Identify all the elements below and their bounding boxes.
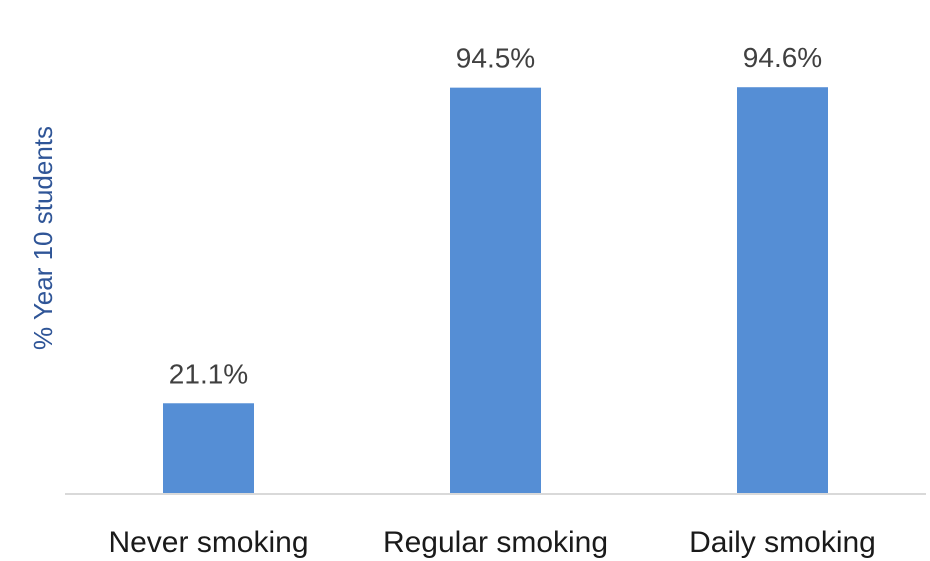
bar-never-smoking [163, 403, 254, 494]
category-label-regular-smoking: Regular smoking [383, 526, 608, 559]
category-labels: Never smoking Regular smoking Daily smokin… [108, 526, 875, 559]
bar-daily-smoking [737, 87, 828, 494]
data-label-regular-smoking: 94.5% [456, 43, 535, 74]
bar-regular-smoking [450, 87, 541, 495]
category-label-daily-smoking: Daily smoking [689, 526, 876, 559]
category-label-never-smoking: Never smoking [108, 526, 308, 559]
data-label-daily-smoking: 94.6% [743, 42, 822, 73]
data-label-never-smoking: 21.1% [169, 358, 248, 389]
y-axis-label: % Year 10 students [28, 126, 58, 350]
bars-group: 21.1% 94.5% 94.6% [163, 42, 828, 495]
